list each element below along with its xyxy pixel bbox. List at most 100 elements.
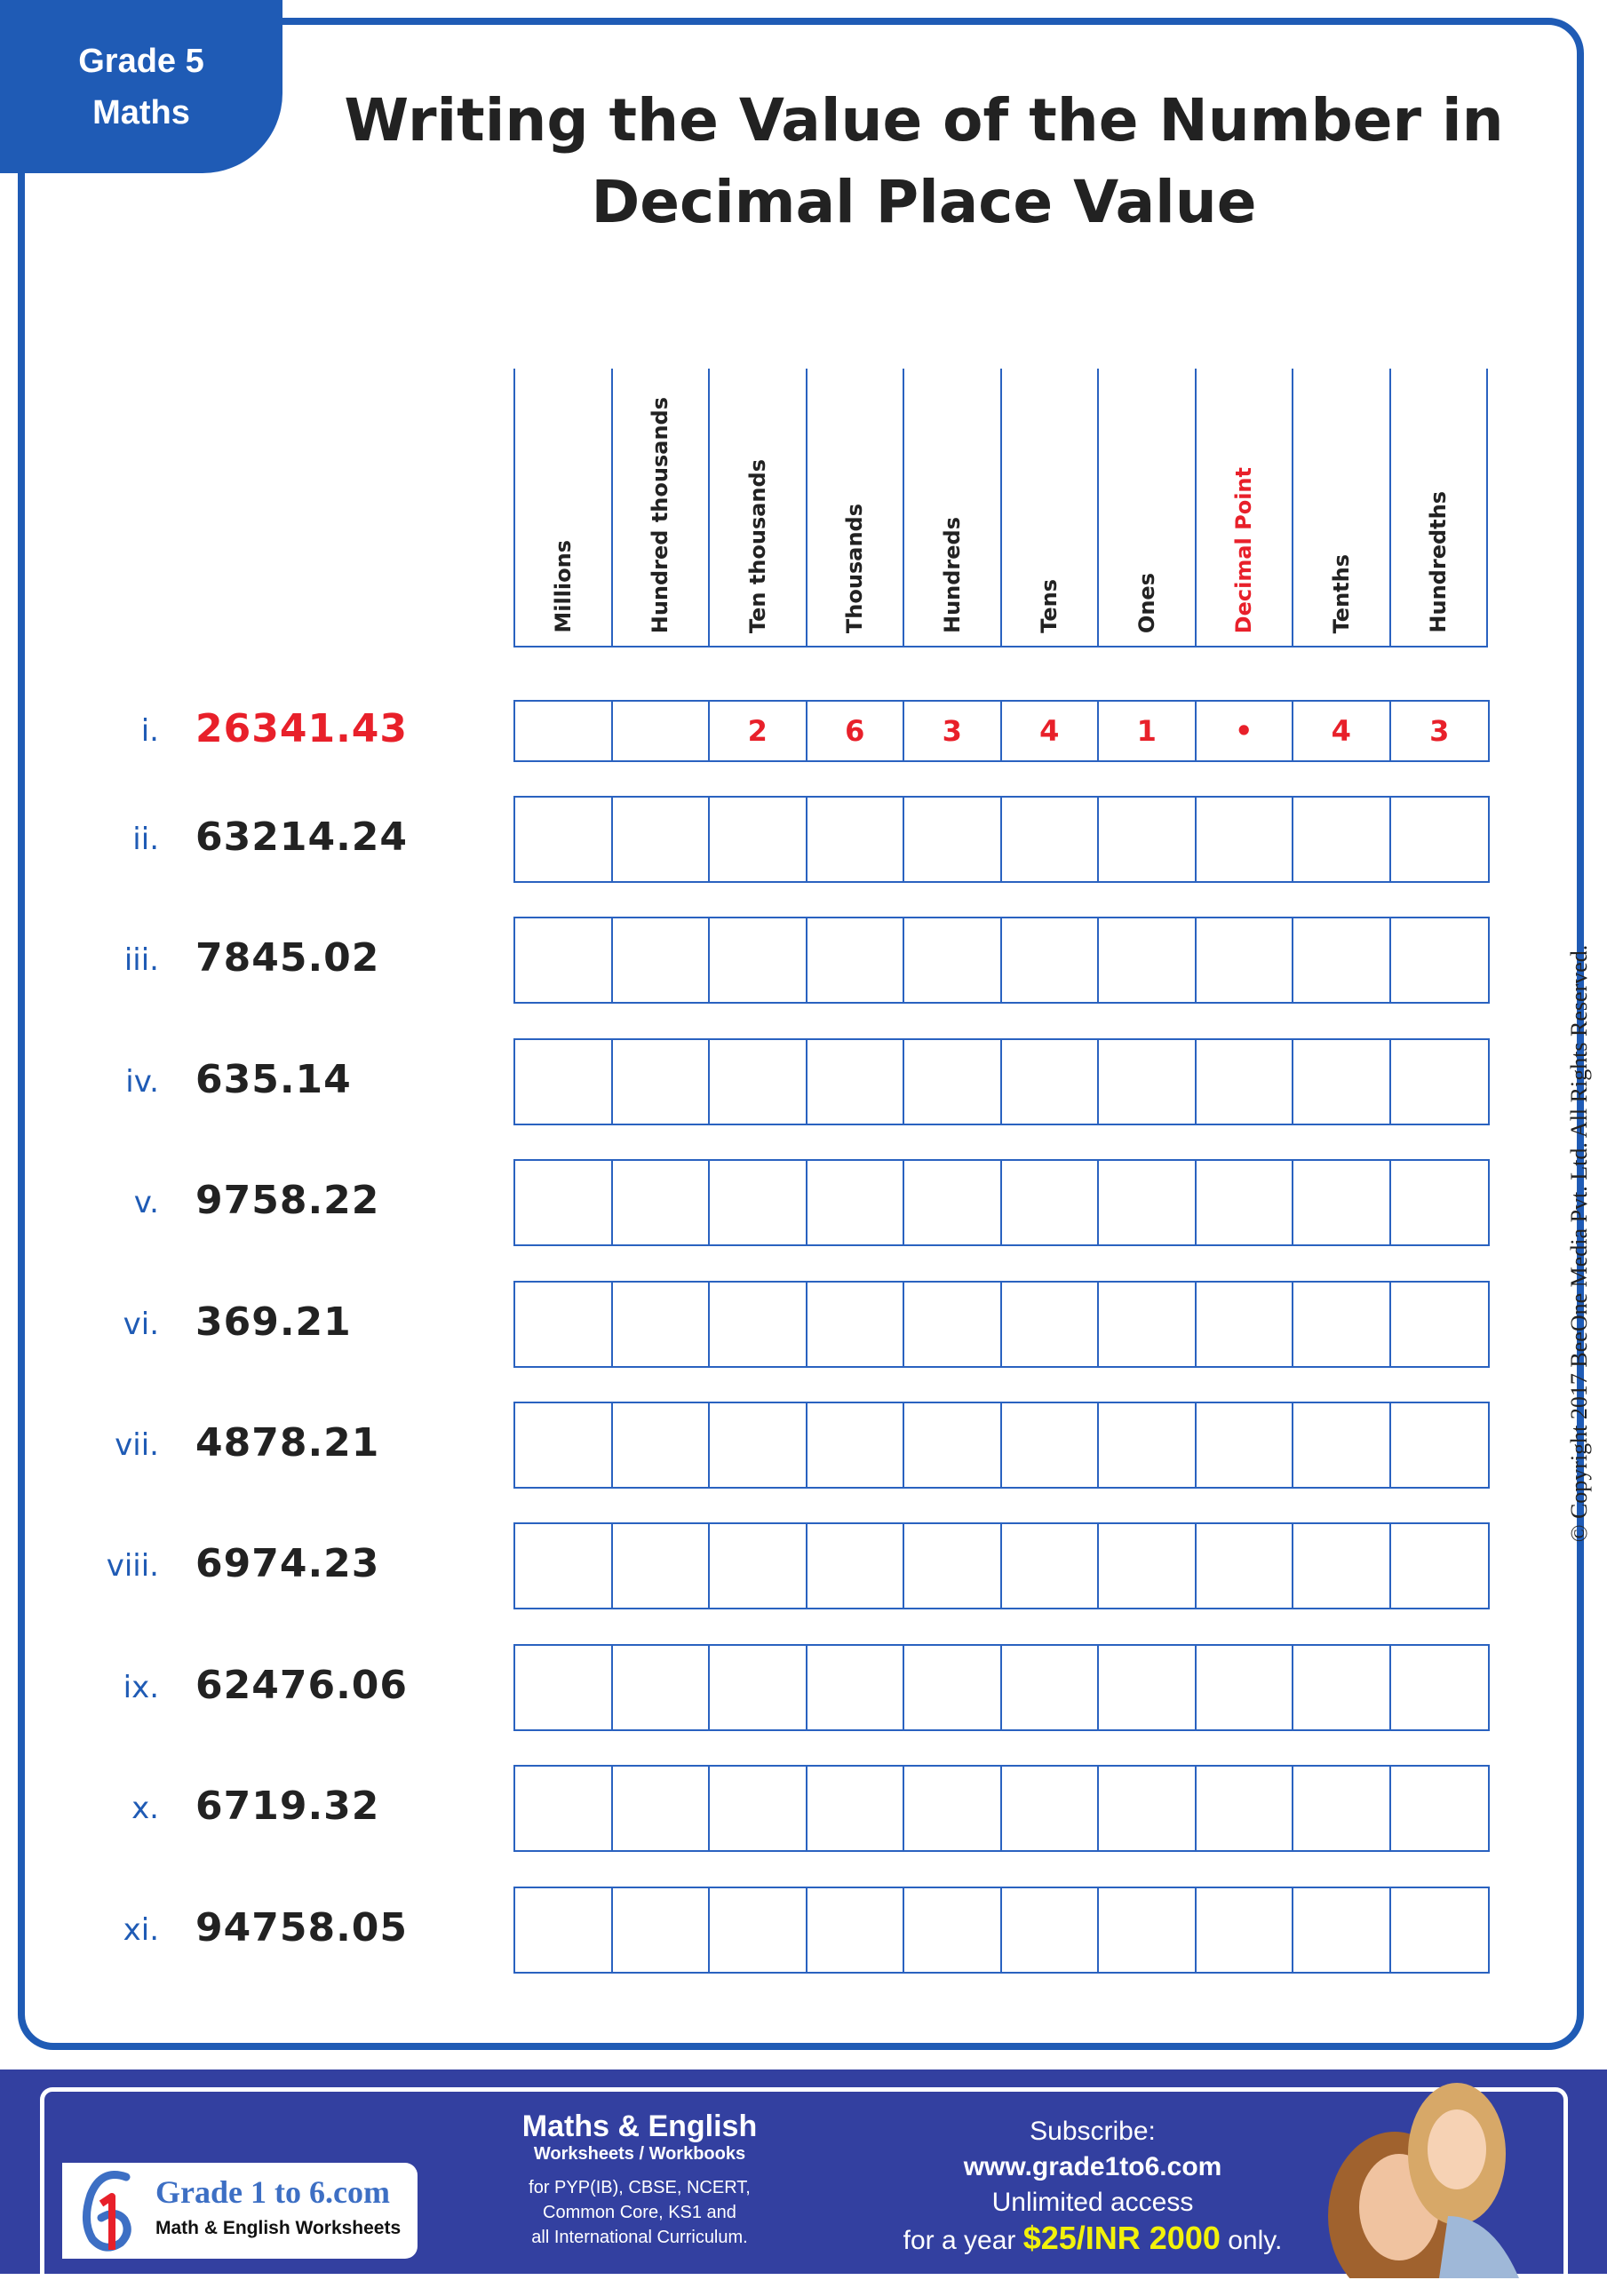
site-logo[interactable]: Grade 1 to 6.com Math & English Workshee… [62, 2163, 418, 2259]
place-value-box[interactable] [1197, 1887, 1293, 1972]
place-value-box[interactable] [1391, 1524, 1489, 1608]
place-value-box[interactable] [807, 918, 904, 1003]
place-value-box[interactable] [1099, 918, 1197, 1003]
place-value-box[interactable] [1293, 798, 1391, 881]
place-value-box[interactable] [1099, 1161, 1197, 1245]
place-value-box[interactable] [515, 798, 613, 881]
place-value-box[interactable] [1002, 1039, 1099, 1124]
place-value-box[interactable] [1293, 918, 1391, 1003]
place-value-box[interactable] [1293, 1767, 1391, 1851]
place-value-box[interactable] [1002, 1767, 1099, 1851]
place-value-box[interactable]: • [1197, 702, 1293, 760]
place-value-box[interactable] [1002, 798, 1099, 881]
place-value-box[interactable] [904, 1161, 1002, 1245]
place-value-box[interactable] [1002, 1524, 1099, 1609]
place-value-box[interactable] [1099, 1403, 1197, 1487]
place-value-box[interactable]: 4 [1002, 702, 1099, 760]
place-value-box[interactable] [1293, 1282, 1391, 1366]
place-value-box[interactable] [904, 1645, 1002, 1729]
place-value-box[interactable]: 3 [904, 702, 1002, 760]
place-value-box[interactable] [710, 798, 807, 881]
place-value-box[interactable] [1391, 1283, 1489, 1366]
place-value-box[interactable] [1002, 1282, 1099, 1366]
place-value-box[interactable] [515, 1645, 613, 1729]
place-value-box[interactable] [1391, 1403, 1489, 1487]
place-value-box[interactable] [613, 1645, 710, 1729]
place-value-box[interactable] [1197, 1039, 1293, 1124]
place-value-box[interactable] [515, 1887, 613, 1972]
place-value-box[interactable] [613, 702, 710, 760]
place-value-box[interactable] [1197, 798, 1293, 881]
place-value-box[interactable] [807, 1039, 904, 1124]
place-value-box[interactable] [1099, 1767, 1197, 1851]
place-value-box[interactable] [613, 1282, 710, 1366]
place-value-box[interactable] [710, 1887, 807, 1972]
place-value-box[interactable] [710, 1767, 807, 1851]
place-value-box[interactable] [904, 1524, 1002, 1609]
place-value-box[interactable] [904, 1887, 1002, 1972]
place-value-box[interactable] [904, 1039, 1002, 1124]
place-value-box[interactable] [1293, 1161, 1391, 1245]
place-value-box[interactable] [1391, 798, 1489, 881]
place-value-box[interactable] [807, 1282, 904, 1366]
place-value-box[interactable] [807, 1645, 904, 1729]
place-value-box[interactable] [807, 798, 904, 881]
place-value-box[interactable] [1391, 918, 1489, 1002]
place-value-box[interactable] [1197, 1645, 1293, 1729]
place-value-box[interactable] [904, 798, 1002, 881]
place-value-box[interactable] [515, 1524, 613, 1609]
place-value-box[interactable] [613, 1887, 710, 1972]
place-value-box[interactable] [515, 918, 613, 1003]
place-value-box[interactable] [1099, 1039, 1197, 1124]
place-value-box[interactable] [1002, 1887, 1099, 1972]
place-value-box[interactable] [515, 1282, 613, 1366]
place-value-box[interactable] [1391, 1888, 1489, 1972]
place-value-box[interactable] [1002, 1161, 1099, 1245]
place-value-box[interactable] [1293, 1887, 1391, 1972]
place-value-box[interactable] [1099, 1887, 1197, 1972]
place-value-box[interactable] [807, 1767, 904, 1851]
place-value-box[interactable] [613, 1039, 710, 1124]
place-value-box[interactable] [1099, 1524, 1197, 1609]
place-value-box[interactable] [807, 1161, 904, 1245]
place-value-box[interactable] [807, 1524, 904, 1609]
place-value-box[interactable] [1002, 1403, 1099, 1487]
place-value-box[interactable] [710, 1039, 807, 1124]
place-value-box[interactable] [613, 1403, 710, 1487]
place-value-box[interactable] [904, 1282, 1002, 1366]
place-value-box[interactable] [613, 918, 710, 1003]
place-value-box[interactable] [904, 918, 1002, 1003]
place-value-box[interactable] [1293, 1645, 1391, 1729]
place-value-box[interactable] [1391, 1767, 1489, 1850]
place-value-box[interactable] [1391, 1161, 1489, 1244]
place-value-box[interactable]: 1 [1099, 702, 1197, 760]
place-value-box[interactable] [1391, 1040, 1489, 1124]
place-value-box[interactable] [710, 1282, 807, 1366]
place-value-box[interactable] [515, 1767, 613, 1851]
place-value-box[interactable] [613, 1767, 710, 1851]
place-value-box[interactable]: 3 [1429, 714, 1450, 748]
place-value-box[interactable] [515, 1039, 613, 1124]
place-value-box[interactable] [1197, 1524, 1293, 1609]
place-value-box[interactable] [1099, 1645, 1197, 1729]
place-value-box[interactable] [710, 918, 807, 1003]
place-value-box[interactable] [807, 1887, 904, 1972]
place-value-box[interactable] [1391, 1646, 1489, 1729]
place-value-box[interactable] [515, 702, 613, 760]
place-value-box[interactable] [1293, 1403, 1391, 1487]
place-value-box[interactable] [1197, 1767, 1293, 1851]
place-value-box[interactable] [1293, 1039, 1391, 1124]
place-value-box[interactable] [710, 1524, 807, 1609]
place-value-box[interactable] [1099, 798, 1197, 881]
place-value-box[interactable] [1197, 918, 1293, 1003]
place-value-box[interactable]: 6 [807, 702, 904, 760]
place-value-box[interactable]: 2 [710, 702, 807, 760]
place-value-box[interactable] [1002, 918, 1099, 1003]
place-value-box[interactable] [710, 1161, 807, 1245]
place-value-box[interactable] [613, 1161, 710, 1245]
place-value-box[interactable] [1293, 1524, 1391, 1609]
place-value-box[interactable] [1197, 1282, 1293, 1366]
place-value-box[interactable] [710, 1645, 807, 1729]
place-value-box[interactable] [1099, 1282, 1197, 1366]
place-value-box[interactable] [807, 1403, 904, 1487]
